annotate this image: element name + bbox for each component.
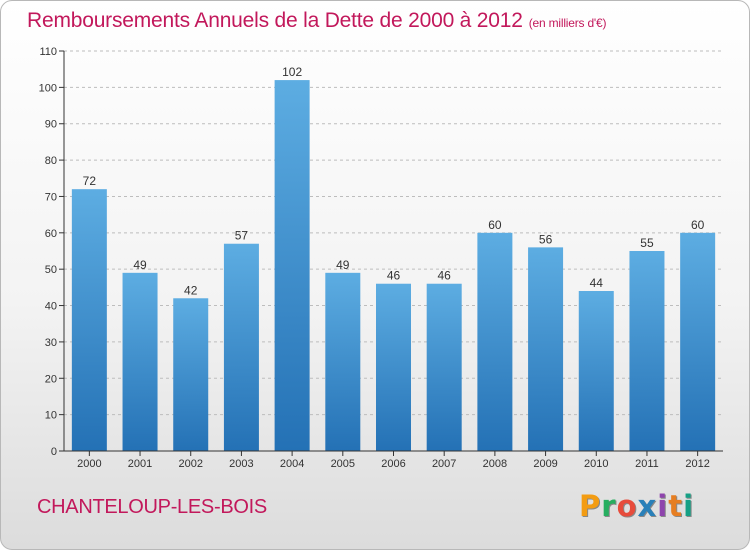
bar-value-label: 72 bbox=[83, 174, 97, 188]
logo-letter: i bbox=[657, 489, 669, 523]
x-tick-label: 2000 bbox=[77, 458, 101, 470]
x-tick-label: 2009 bbox=[533, 458, 557, 470]
y-tick-label: 100 bbox=[39, 82, 57, 94]
x-tick-label: 2003 bbox=[229, 458, 253, 470]
bar-2003 bbox=[223, 243, 259, 451]
x-tick-label: 2006 bbox=[381, 458, 405, 470]
bar-2011 bbox=[629, 251, 665, 451]
bar-value-label: 60 bbox=[488, 218, 502, 232]
y-tick-label: 0 bbox=[51, 446, 57, 458]
bar-2007 bbox=[426, 283, 462, 451]
y-tick-label: 50 bbox=[45, 264, 57, 276]
bars bbox=[71, 80, 716, 451]
bar-value-label: 49 bbox=[336, 258, 350, 272]
logo-letter: o bbox=[616, 489, 638, 523]
bar-2001 bbox=[122, 272, 158, 451]
bar-2004 bbox=[274, 80, 310, 451]
y-tick-label: 90 bbox=[45, 119, 57, 131]
y-tick-label: 10 bbox=[45, 410, 57, 422]
bar-value-label: 49 bbox=[133, 258, 147, 272]
bar-2009 bbox=[528, 247, 564, 451]
bar-2008 bbox=[477, 232, 513, 451]
bar-value-label: 56 bbox=[539, 232, 553, 246]
bar-2005 bbox=[325, 272, 361, 451]
x-tick-label: 2007 bbox=[432, 458, 456, 470]
bar-value-label: 42 bbox=[184, 283, 198, 297]
x-tick-label: 2001 bbox=[128, 458, 152, 470]
x-tick-label: 2012 bbox=[685, 458, 709, 470]
y-tick-label: 110 bbox=[39, 46, 57, 58]
title-text: Remboursements Annuels de la Dette de 20… bbox=[27, 9, 523, 32]
logo-letter: x bbox=[637, 489, 658, 523]
bar-value-label: 60 bbox=[691, 218, 705, 232]
proxiti-logo: Proxiti bbox=[579, 489, 694, 523]
bar-value-label: 46 bbox=[438, 269, 452, 283]
y-tick-label: 70 bbox=[45, 191, 57, 203]
y-tick-label: 20 bbox=[45, 373, 57, 385]
commune-name: CHANTELOUP-LES-BOIS bbox=[37, 496, 267, 518]
chart-subtitle: (en milliers d'€) bbox=[528, 16, 607, 30]
logo-letter: P bbox=[579, 489, 602, 523]
bar-2012 bbox=[680, 232, 716, 451]
bar-value-label: 44 bbox=[590, 276, 604, 290]
y-tick-label: 80 bbox=[45, 155, 57, 167]
bar-value-label: 57 bbox=[235, 229, 249, 243]
bar-2006 bbox=[376, 283, 411, 451]
bar-2002 bbox=[173, 298, 209, 451]
bar-value-label: 55 bbox=[640, 236, 654, 250]
x-tick-label: 2010 bbox=[584, 458, 608, 470]
axes bbox=[59, 50, 723, 456]
x-tick-label: 2004 bbox=[280, 458, 304, 470]
labels: 0 10 20 30 40 50 60 70 80 90 100 110 72 2000 49 2001 42 2… bbox=[39, 46, 710, 470]
x-tick-label: 2011 bbox=[635, 458, 659, 470]
logo-letter: r bbox=[601, 489, 617, 523]
logo-letter: t bbox=[668, 489, 684, 523]
y-tick-label: 60 bbox=[45, 228, 57, 240]
x-tick-label: 2005 bbox=[331, 458, 355, 470]
bar-value-label: 102 bbox=[282, 65, 302, 79]
y-tick-label: 40 bbox=[45, 301, 57, 313]
bar-2010 bbox=[578, 291, 614, 451]
y-tick-label: 30 bbox=[45, 337, 57, 349]
logo-letter: i bbox=[683, 489, 695, 523]
x-tick-label: 2008 bbox=[483, 458, 507, 470]
chart-title: Remboursements Annuels de la Dette de 20… bbox=[27, 9, 606, 33]
bar-value-label: 46 bbox=[387, 269, 401, 283]
bar-2000 bbox=[71, 189, 107, 451]
x-tick-label: 2002 bbox=[178, 458, 202, 470]
